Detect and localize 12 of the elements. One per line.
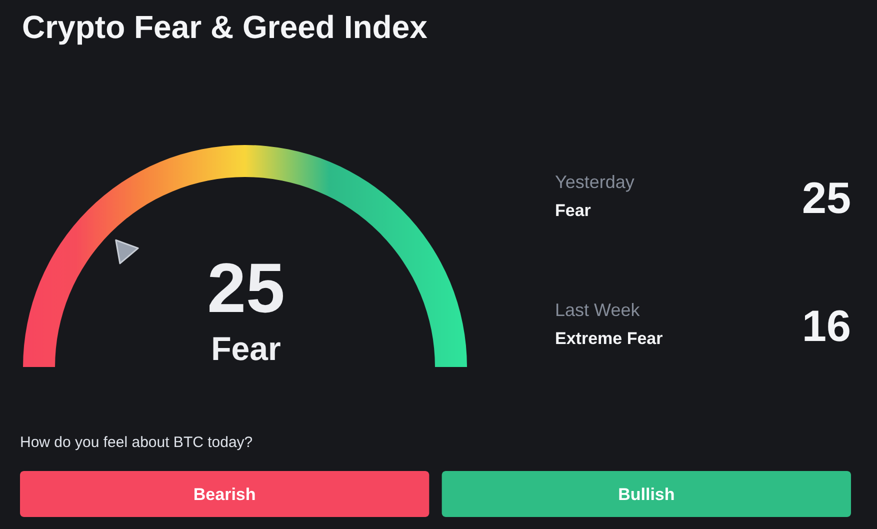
text: Crypto Fear & Greed Index [22,9,428,45]
category-label: Last Week [555,300,641,320]
data-label: 25 [802,174,851,223]
category-label: Bullish [618,485,675,504]
text: Extreme Fear [555,329,663,348]
category-label: Yesterday [555,172,634,192]
category-label: Bearish [193,485,256,504]
text: Fear [555,201,591,220]
data-label: 16 [802,302,851,351]
data-label: 25 [207,249,285,327]
text: How do you feel about BTC today? [20,434,253,451]
category-label: Fear [211,330,282,367]
